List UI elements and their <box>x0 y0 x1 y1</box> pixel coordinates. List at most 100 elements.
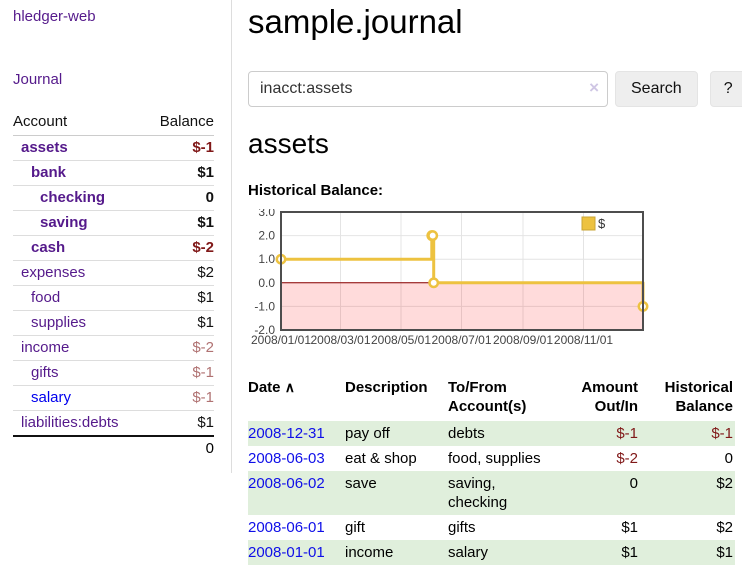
column-header-line: Date ∧ <box>248 379 295 396</box>
transaction-row[interactable]: 2008-01-01 income salary $1 $1 <box>248 540 735 565</box>
column-header-line: Account(s) <box>448 398 527 415</box>
column-header-to-from[interactable]: To/From Account(s) <box>448 376 548 421</box>
y-axis-tick-label: -2.0 <box>254 323 275 337</box>
account-link-gifts[interactable]: gifts <box>31 364 59 381</box>
account-balance: $-2 <box>145 335 214 361</box>
account-link-salary[interactable]: salary <box>31 389 72 406</box>
account-name-cell: bank <box>13 160 146 186</box>
y-axis-tick-label: 2.0 <box>258 229 275 243</box>
chart-border <box>280 211 644 331</box>
accounts-total-row: 0 <box>13 435 214 461</box>
y-axis-tick-label: 1.0 <box>258 252 275 266</box>
column-header-amount[interactable]: Amount Out/In <box>548 376 640 421</box>
search-input-wrap: × <box>248 71 608 107</box>
transaction-accounts: saving, checking <box>448 475 508 511</box>
transaction-description: pay off <box>345 425 390 442</box>
transaction-row[interactable]: 2008-06-02 save saving, checking 0 $2 <box>248 471 735 515</box>
x-axis-tick-label: 2008/09/01 <box>493 333 553 347</box>
column-header-description[interactable]: Description <box>345 376 448 421</box>
account-balance: 0 <box>145 185 214 211</box>
transaction-date-link[interactable]: 2008-06-02 <box>248 475 325 492</box>
transaction-date-link[interactable]: 2008-06-01 <box>248 519 325 536</box>
accounts-table-header-row: Account Balance <box>13 110 214 136</box>
account-name-cell: income <box>13 335 146 361</box>
account-row: supplies $1 <box>13 310 214 336</box>
transaction-date-link[interactable]: 2008-06-03 <box>248 450 325 467</box>
clear-search-icon[interactable]: × <box>589 78 599 97</box>
column-header-line: Balance <box>675 398 733 415</box>
search-button[interactable]: Search <box>615 71 698 107</box>
transaction-balance: $2 <box>716 475 733 492</box>
account-name-cell: assets <box>13 136 146 161</box>
account-balance: $1 <box>145 160 214 186</box>
transaction-date-link[interactable]: 2008-12-31 <box>248 425 325 442</box>
account-balance: $1 <box>145 310 214 336</box>
account-heading: assets <box>248 128 329 159</box>
account-row: assets $-1 <box>13 136 214 161</box>
column-header-date[interactable]: Date ∧ <box>248 376 345 421</box>
transaction-accounts: debts <box>448 425 485 442</box>
column-header-line: Amount <box>581 379 638 396</box>
transaction-description: eat & shop <box>345 450 417 467</box>
transaction-accounts: food, supplies <box>448 450 541 467</box>
account-balance: $1 <box>145 410 214 436</box>
transaction-date-cell: 2008-06-01 <box>248 515 345 540</box>
account-link-bank[interactable]: bank <box>31 164 67 181</box>
account-name-cell: checking <box>13 185 146 211</box>
chart-title: Historical Balance: <box>248 182 384 199</box>
chart-point[interactable] <box>427 230 439 242</box>
x-axis-tick-label: 2008/03/01 <box>310 333 370 347</box>
y-axis-tick-label: 3.0 <box>258 209 275 219</box>
account-link-saving[interactable]: saving <box>40 214 88 231</box>
x-axis-tick-label: 2008/05/01 <box>371 333 431 347</box>
account-row: cash $-2 <box>13 235 214 261</box>
sidebar: hledger-web Journal Account Balance asse… <box>0 0 232 473</box>
column-header-line: Description <box>345 379 428 396</box>
account-link-food[interactable]: food <box>31 289 61 306</box>
transaction-amount: $-1 <box>616 425 638 442</box>
account-balance: $-1 <box>145 360 214 386</box>
app-brand-link[interactable]: hledger-web <box>13 8 96 25</box>
sort-ascending-icon[interactable]: ∧ <box>284 379 295 395</box>
account-link-liabilities-debts[interactable]: liabilities:debts <box>21 414 119 431</box>
search-help-button[interactable]: ? <box>709 71 742 107</box>
account-link-checking[interactable]: checking <box>40 189 106 206</box>
account-link-income[interactable]: income <box>21 339 70 356</box>
account-link-supplies[interactable]: supplies <box>31 314 87 331</box>
account-row: saving $1 <box>13 210 214 236</box>
transaction-row[interactable]: 2008-06-01 gift gifts $1 $2 <box>248 515 735 540</box>
account-row: liabilities:debts $1 <box>13 410 214 436</box>
legend-swatch <box>581 216 596 231</box>
column-header-historical[interactable]: Historical Balance <box>640 376 735 421</box>
transaction-row[interactable]: 2008-06-03 eat & shop food, supplies $-2 0 <box>248 446 735 471</box>
transaction-row[interactable]: 2008-12-31 pay off debts $-1 $-1 <box>248 421 735 446</box>
account-balance: $-2 <box>145 235 214 261</box>
y-axis-tick-label: 0.0 <box>258 276 275 290</box>
journal-nav-link[interactable]: Journal <box>13 71 63 88</box>
account-name-cell: liabilities:debts <box>13 410 146 436</box>
transaction-amount: $1 <box>621 544 638 561</box>
account-link-expenses[interactable]: expenses <box>21 264 86 281</box>
accounts-header-balance: Balance <box>145 110 214 136</box>
transaction-date-link[interactable]: 2008-01-01 <box>248 544 325 561</box>
column-header-line: Out/In <box>594 398 638 415</box>
account-row: food $1 <box>13 285 214 311</box>
transaction-balance: 0 <box>724 450 733 467</box>
account-link-cash[interactable]: cash <box>31 239 66 256</box>
chart-point[interactable] <box>428 277 440 289</box>
account-balance: $1 <box>145 210 214 236</box>
account-link-assets[interactable]: assets <box>21 139 68 156</box>
account-row: expenses $2 <box>13 260 214 286</box>
transaction-amount: $-2 <box>616 450 638 467</box>
search-form: × Search ? <box>248 71 742 107</box>
accounts-table: Account Balance assets $-1 bank $1 checking 0… <box>13 110 214 461</box>
transaction-date-cell: 2008-12-31 <box>248 421 345 446</box>
transaction-amount: 0 <box>629 475 638 492</box>
account-name-cell: expenses <box>13 260 146 286</box>
transaction-description: save <box>345 475 377 492</box>
search-input[interactable] <box>248 71 608 107</box>
transaction-balance: $-1 <box>711 425 733 442</box>
register-table: Date ∧ Description To/From Account(s) Amount… <box>248 376 735 565</box>
y-axis-tick-label: -1.0 <box>254 299 275 313</box>
